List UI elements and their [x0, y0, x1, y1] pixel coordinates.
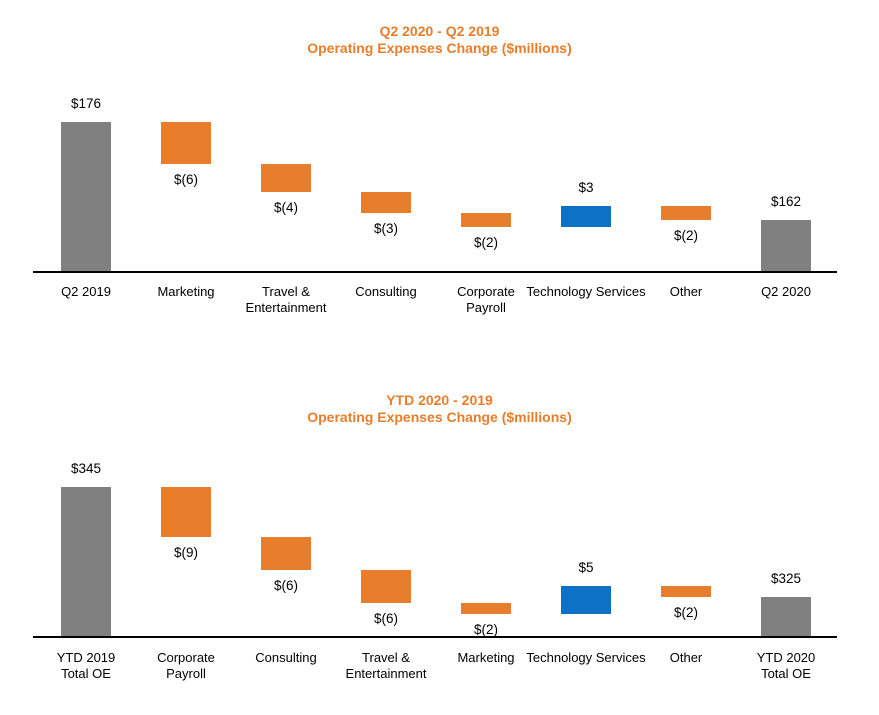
category-label: Corporate Payroll	[157, 650, 215, 682]
bar-value-label: $3	[578, 180, 594, 195]
category-label-line: Marketing	[457, 650, 515, 665]
waterfall-bar-total	[61, 487, 111, 636]
x-axis-line	[33, 271, 837, 273]
bar-value-label: $162	[770, 194, 802, 209]
bar-value-label: $(2)	[473, 621, 498, 637]
bar-value-label: $345	[70, 461, 102, 476]
category-label-line: Marketing	[157, 284, 215, 299]
waterfall-bar-increase	[561, 206, 611, 227]
waterfall-bar-decrease	[161, 487, 211, 537]
waterfall-bar-total	[761, 597, 811, 636]
bar-value-label: $(2)	[673, 228, 698, 243]
waterfall-bar-decrease	[261, 536, 311, 570]
category-label-line: Q2 2020	[761, 284, 811, 299]
category-label-line: Total OE	[61, 666, 111, 681]
category-label-line: Travel &	[362, 650, 410, 665]
chart-title: Q2 2020 - Q2 2019	[379, 23, 500, 39]
category-label: Q2 2019	[61, 284, 111, 300]
bar-value-label: $325	[770, 571, 802, 586]
chart-title: YTD 2020 - 2019	[386, 392, 493, 408]
category-label-line: Technology Services	[526, 284, 646, 299]
category-label: Technology Services	[526, 650, 645, 666]
category-label: Q2 2020	[761, 284, 811, 300]
category-label-line: Total OE	[761, 666, 811, 681]
category-label-line: Travel &	[262, 284, 310, 299]
category-label-line: Entertainment	[245, 300, 327, 315]
category-label-line: YTD 2020	[756, 650, 816, 665]
category-label: Other	[670, 284, 703, 300]
waterfall-bar-decrease	[461, 213, 511, 227]
category-label: YTD 2019 Total OE	[57, 650, 116, 682]
category-label-line: Entertainment	[345, 666, 427, 681]
category-label-line: Corporate	[157, 650, 215, 665]
category-label: Technology Services	[526, 284, 645, 300]
bar-value-label: $(9)	[173, 544, 198, 560]
category-label-line: Consulting	[355, 284, 417, 299]
category-label: YTD 2020 Total OE	[757, 650, 816, 682]
category-label-line: Payroll	[466, 300, 506, 315]
waterfall-bar-decrease	[461, 602, 511, 614]
category-label-line: Technology Services	[526, 650, 646, 665]
category-label-line: Corporate	[457, 284, 515, 299]
category-label: Travel & Entertainment	[346, 650, 427, 682]
chart-title-block: YTD 2020 - 2019 Operating Expenses Chang…	[0, 392, 879, 426]
bar-value-label: $176	[70, 96, 102, 111]
category-label: Consulting	[355, 284, 416, 300]
category-label: Marketing	[157, 284, 214, 300]
bar-value-label: $(6)	[373, 610, 398, 626]
waterfall-bar-total	[761, 220, 811, 271]
waterfall-bar-decrease	[361, 192, 411, 213]
category-label-line: Payroll	[166, 666, 206, 681]
chart-subtitle: Operating Expenses Change ($millions)	[307, 409, 572, 425]
category-label: Consulting	[255, 650, 316, 666]
bar-value-label: $(2)	[473, 235, 498, 250]
category-label: Travel & Entertainment	[246, 284, 327, 316]
bar-value-label: $(6)	[273, 577, 298, 593]
category-label: Corporate Payroll	[457, 284, 515, 316]
category-label-line: Other	[669, 650, 703, 665]
waterfall-bar-decrease	[661, 586, 711, 597]
category-label-line: Consulting	[255, 650, 317, 665]
bar-value-label: $(2)	[673, 605, 698, 620]
chart-subtitle: Operating Expenses Change ($millions)	[307, 40, 572, 56]
bar-value-label: $(4)	[273, 200, 298, 215]
x-axis-line	[33, 636, 837, 638]
category-label-line: Other	[669, 284, 703, 299]
waterfall-bar-increase	[561, 586, 611, 614]
waterfall-bar-decrease	[161, 122, 211, 164]
bar-value-label: $(3)	[373, 221, 398, 236]
waterfall-bar-decrease	[661, 206, 711, 220]
waterfall-bar-decrease	[361, 569, 411, 603]
chart-title-block: Q2 2020 - Q2 2019 Operating Expenses Cha…	[0, 23, 879, 57]
waterfall-bar-total	[61, 122, 111, 271]
category-label-line: YTD 2019	[56, 650, 116, 665]
category-label: Marketing	[457, 650, 514, 666]
waterfall-bar-decrease	[261, 164, 311, 192]
bar-value-label: $(6)	[173, 172, 198, 187]
bar-value-label: $5	[578, 560, 594, 575]
category-label-line: Q2 2019	[61, 284, 111, 299]
category-label: Other	[670, 650, 703, 666]
